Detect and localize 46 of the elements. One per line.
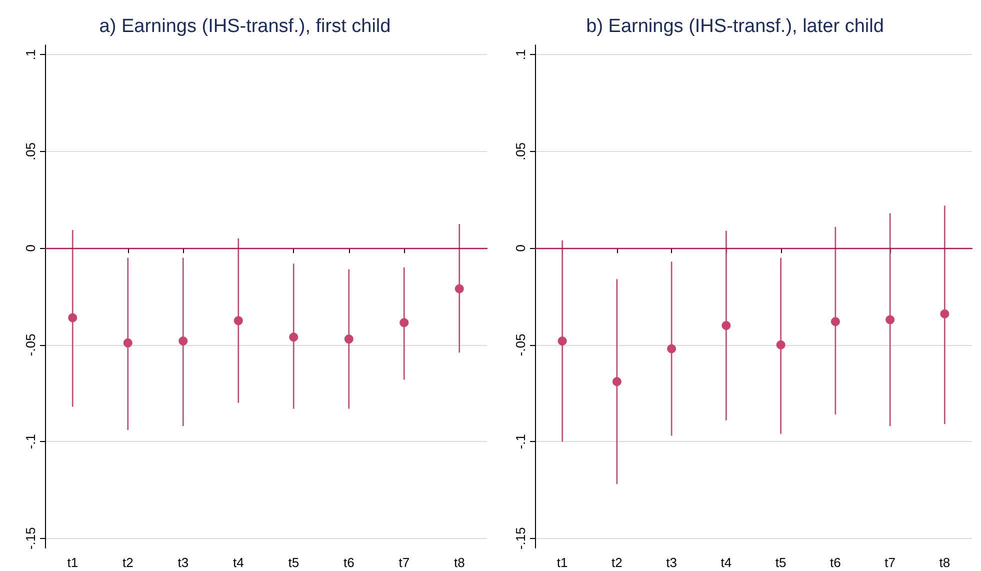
point [776, 340, 786, 350]
y-tick-label: -.05 [513, 334, 528, 356]
point [830, 317, 840, 326]
x-tick-label: t1 [67, 555, 78, 570]
y-tick-label: -.05 [23, 334, 38, 356]
x-tick-label: t2 [612, 555, 622, 570]
x-tick-label: t7 [884, 555, 896, 570]
y-tick-label: -.1 [23, 434, 38, 450]
point [68, 313, 78, 322]
y-tick-label: .1 [23, 49, 38, 60]
x-tick-label: t5 [775, 555, 786, 570]
y-tick-label: 0 [513, 244, 528, 252]
x-tick-label: t3 [178, 555, 189, 570]
y-tick-label: .05 [513, 142, 528, 160]
x-tick-label: t2 [122, 555, 134, 570]
chart-title: a) Earnings (IHS-transf.), first child [99, 16, 391, 37]
x-tick-label: t8 [454, 555, 465, 570]
x-tick-label: t8 [939, 555, 950, 570]
point [234, 316, 243, 326]
y-tick-label: .1 [513, 49, 528, 60]
y-tick-label: .05 [23, 142, 38, 160]
point [667, 344, 676, 354]
x-tick-label: t6 [343, 555, 354, 570]
point [400, 318, 409, 328]
x-tick-label: t5 [288, 555, 300, 570]
y-tick-label: -.15 [23, 527, 38, 550]
point [612, 377, 622, 386]
point [454, 284, 464, 294]
x-tick-label: t4 [720, 555, 732, 570]
x-tick-label: t6 [830, 555, 841, 570]
point [178, 336, 188, 346]
point [289, 332, 298, 342]
chart-title: b) Earnings (IHS-transf.), later child [586, 16, 884, 37]
x-tick-label: t3 [666, 555, 677, 570]
x-tick-label: t4 [232, 555, 244, 570]
point [123, 338, 132, 348]
point [886, 315, 895, 324]
point [940, 309, 950, 318]
y-tick-label: -.1 [513, 434, 528, 450]
y-tick-label: -.15 [513, 527, 528, 550]
x-tick-label: t7 [398, 555, 410, 570]
x-tick-label: t1 [556, 555, 568, 570]
y-tick-label: 0 [23, 244, 38, 252]
point [558, 336, 567, 346]
point [344, 334, 354, 344]
point [722, 321, 731, 330]
